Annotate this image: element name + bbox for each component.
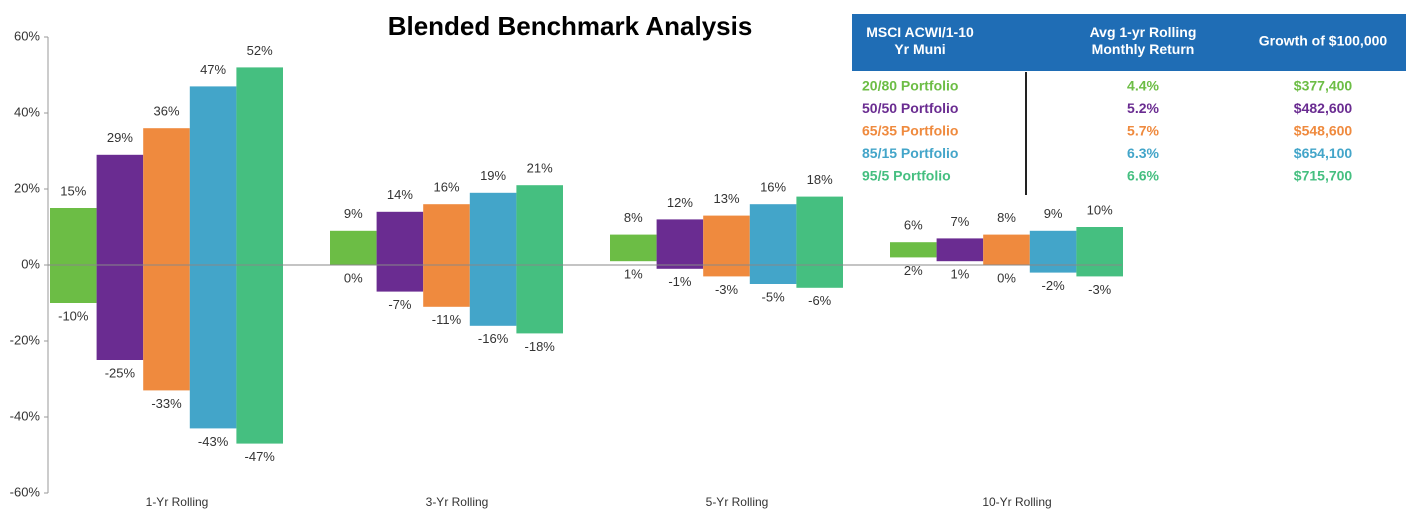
table-header-bg <box>852 14 1406 71</box>
table-cell: 85/15 Portfolio <box>862 145 958 161</box>
value-label: 8% <box>997 210 1016 225</box>
bar <box>423 204 470 307</box>
value-label: 12% <box>667 195 693 210</box>
x-tick-label: 5-Yr Rolling <box>706 495 769 509</box>
value-label: 9% <box>344 206 363 221</box>
y-tick-label: -60% <box>10 484 41 499</box>
value-label: -7% <box>388 297 412 312</box>
bar <box>610 234 657 262</box>
value-label: 21% <box>527 161 553 176</box>
value-label: 8% <box>624 210 643 225</box>
bar <box>50 208 97 303</box>
bar <box>330 230 377 265</box>
value-label: -47% <box>245 449 276 464</box>
table-cell: 4.4% <box>1127 78 1159 94</box>
y-tick-label: -40% <box>10 408 41 423</box>
table-cell: 65/35 Portfolio <box>862 123 958 139</box>
table-cell: $715,700 <box>1294 168 1353 184</box>
bar <box>703 215 750 277</box>
value-label: 1% <box>624 267 643 282</box>
y-tick-label: -20% <box>10 332 41 347</box>
value-label: 9% <box>1044 206 1063 221</box>
value-label: 1% <box>951 267 970 282</box>
bar <box>376 211 424 292</box>
value-label: 19% <box>480 168 506 183</box>
bar <box>96 154 144 360</box>
value-label: 29% <box>107 130 133 145</box>
value-label: 0% <box>344 270 363 285</box>
bar <box>749 204 797 284</box>
value-label: -33% <box>151 396 182 411</box>
value-label: -1% <box>668 274 692 289</box>
bar <box>1076 227 1123 277</box>
value-label: -11% <box>432 312 462 327</box>
bar <box>1029 230 1077 273</box>
value-label: 2% <box>904 263 923 278</box>
y-tick-label: 0% <box>21 256 40 271</box>
value-label: 15% <box>60 183 86 198</box>
x-tick-label: 10-Yr Rolling <box>982 495 1051 509</box>
y-tick-label: 20% <box>14 180 40 195</box>
table-header: MSCI ACWI/1-10 Yr Muni <box>866 24 974 57</box>
value-label: 0% <box>997 270 1016 285</box>
value-label: -16% <box>478 331 509 346</box>
bar <box>656 219 704 269</box>
value-label: -10% <box>58 308 89 323</box>
value-label: 18% <box>807 172 833 187</box>
bar <box>469 192 517 326</box>
value-label: 47% <box>200 62 226 77</box>
value-label: 14% <box>387 187 413 202</box>
bar <box>236 67 283 444</box>
value-label: 36% <box>153 104 179 119</box>
x-tick-label: 1-Yr Rolling <box>146 495 209 509</box>
table-cell: $482,600 <box>1294 100 1353 116</box>
value-label: 7% <box>951 214 970 229</box>
chart-title: Blended Benchmark Analysis <box>388 11 753 41</box>
value-label: -43% <box>198 434 229 449</box>
y-tick-label: 40% <box>14 104 40 119</box>
value-label: -6% <box>808 293 832 308</box>
bar <box>983 234 1030 265</box>
table-cell: 95/5 Portfolio <box>862 168 951 184</box>
table-header: Avg 1-yr Rolling Monthly Return <box>1090 24 1197 57</box>
table-cell: 20/80 Portfolio <box>862 78 958 94</box>
table-cell: $654,100 <box>1294 145 1353 161</box>
value-label: 13% <box>713 191 739 206</box>
table-cell: 6.3% <box>1127 145 1159 161</box>
x-tick-label: 3-Yr Rolling <box>426 495 489 509</box>
bar <box>516 185 563 334</box>
value-label: -18% <box>525 339 556 354</box>
table-cell: $548,600 <box>1294 123 1353 139</box>
bar <box>189 86 237 429</box>
table-cell: 6.6% <box>1127 168 1159 184</box>
value-label: 52% <box>247 43 273 58</box>
table-header: Growth of $100,000 <box>1259 33 1388 49</box>
value-label: -3% <box>1088 282 1112 297</box>
value-label: 16% <box>433 180 459 195</box>
table-cell: $377,400 <box>1294 78 1353 94</box>
y-tick-label: 60% <box>14 28 40 43</box>
bar <box>143 128 190 391</box>
value-label: 6% <box>904 218 923 233</box>
table-cell: 5.2% <box>1127 100 1159 116</box>
value-label: -3% <box>715 282 739 297</box>
table-cell: 5.7% <box>1127 123 1159 139</box>
bar <box>890 242 937 258</box>
value-label: -5% <box>762 289 786 304</box>
bar <box>796 196 843 288</box>
value-label: 16% <box>760 180 786 195</box>
value-label: 10% <box>1087 202 1113 217</box>
value-label: -2% <box>1042 278 1066 293</box>
table-cell: 50/50 Portfolio <box>862 100 958 116</box>
value-label: -25% <box>105 365 136 380</box>
bar <box>936 238 984 262</box>
